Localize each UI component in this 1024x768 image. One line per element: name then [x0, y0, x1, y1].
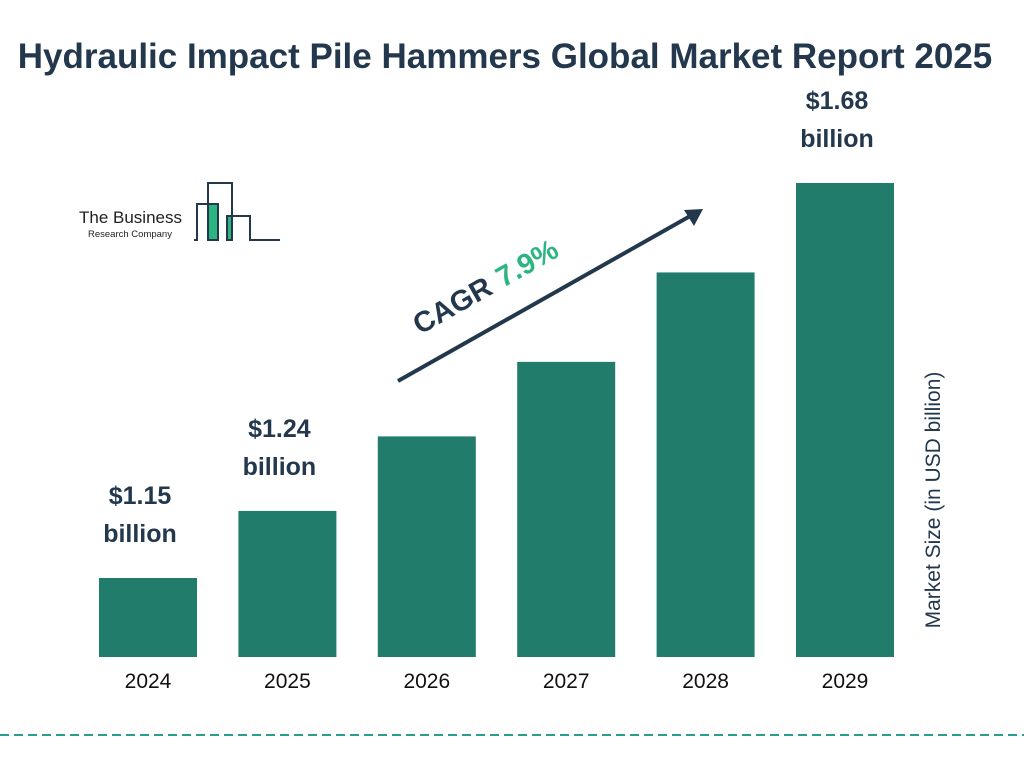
y-axis-label: Market Size (in USD billion) [922, 372, 945, 629]
data-label: billion [800, 125, 874, 153]
chart-title: Hydraulic Impact Pile Hammers Global Mar… [17, 37, 993, 76]
data-label: billion [243, 453, 317, 481]
cagr-value: 7.9% [491, 234, 564, 295]
x-tick-label: 2026 [403, 670, 450, 693]
bar-2024 [99, 578, 197, 657]
bar-2028 [656, 272, 755, 657]
logo-line2: Research Company [88, 229, 172, 240]
data-label: $1.15 [109, 482, 172, 510]
logo-line1: The Business [79, 208, 182, 227]
bar-2025 [238, 510, 337, 657]
bar-2027 [517, 361, 616, 657]
x-tick-label: 2024 [125, 670, 172, 693]
data-label: billion [103, 520, 177, 548]
bar-2029 [796, 183, 894, 657]
bar-2026 [377, 436, 476, 657]
x-tick-label: 2028 [682, 670, 729, 693]
x-tick-label: 2025 [264, 670, 311, 693]
x-tick-label: 2029 [822, 670, 869, 693]
data-label: $1.68 [806, 87, 869, 115]
arrow-head-icon [684, 209, 703, 226]
logo: The Business Research Company [79, 182, 280, 241]
svg-text:CAGR7.9%: CAGR7.9% [408, 234, 564, 341]
x-tick-label: 2027 [543, 670, 590, 693]
data-label: $1.24 [248, 415, 311, 443]
